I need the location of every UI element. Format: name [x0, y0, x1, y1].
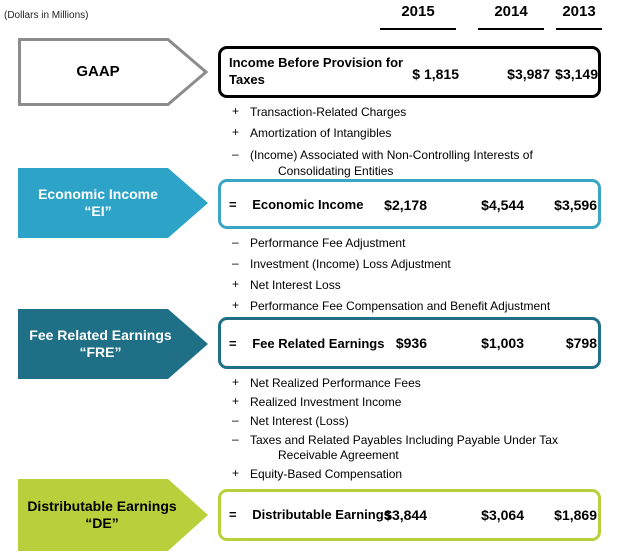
- arrow-label: Distributable Earnings “DE”: [18, 479, 186, 551]
- value-2013: $798: [565, 335, 597, 351]
- year-header-2015: 2015: [401, 3, 435, 20]
- value-2013: $3,596: [554, 197, 597, 213]
- arrow-fee-related-earnings: Fee Related Earnings “FRE”: [18, 309, 208, 379]
- adjustment-text: Transaction-Related Charges: [250, 105, 407, 119]
- arrow-polygon: [18, 168, 208, 238]
- arrow-polygon: [18, 309, 208, 379]
- year-header-2014: 2014: [494, 3, 528, 20]
- box-label-line-2: Taxes: [229, 71, 265, 87]
- adjustment-text-continued: Receivable Agreement: [278, 448, 399, 462]
- box-label-line-1: Income Before Provision for: [229, 55, 404, 70]
- arrow-shape: [18, 38, 208, 106]
- value-2014: $3,064: [481, 507, 524, 523]
- box-label-line-1: Fee Related Earnings: [252, 336, 385, 351]
- arrow-label: Economic Income “EI”: [18, 168, 178, 238]
- value-2013: $3,149: [555, 66, 598, 82]
- distributable-earnings-box: = Distributable Earnings $3,844 $3,064 $…: [218, 489, 601, 541]
- equals-sign: =: [229, 197, 237, 212]
- arrow-label-line-2: “EI”: [84, 203, 112, 219]
- box-label: = Distributable Earnings: [229, 507, 391, 524]
- adjustment-text: Net Realized Performance Fees: [250, 376, 421, 390]
- box-label-line-1: Distributable Earnings: [252, 507, 391, 522]
- arrow-economic-income: Economic Income “EI”: [18, 168, 208, 238]
- arrow-label: Fee Related Earnings “FRE”: [18, 309, 183, 379]
- arrow-distributable-earnings: Distributable Earnings “DE”: [18, 479, 208, 551]
- box-label: = Fee Related Earnings: [229, 336, 384, 353]
- fee-related-earnings-box: = Fee Related Earnings $936 $1,003 $798: [218, 317, 601, 369]
- equals-sign: =: [229, 336, 237, 351]
- adjustment-text: Performance Fee Compensation and Benefit…: [250, 299, 551, 313]
- value-2015: $3,844: [384, 507, 427, 523]
- adjustment-sign: +: [232, 394, 240, 408]
- units-note: (Dollars in Millions): [4, 10, 89, 21]
- year-underline: [556, 28, 602, 30]
- adjustment-text: Net Interest (Loss): [250, 414, 349, 428]
- box-label: Income Before Provision for Taxes: [229, 55, 403, 89]
- adjustment-sign: –: [232, 235, 239, 249]
- arrow-label-line-2: “DE”: [85, 515, 119, 531]
- equals-sign: =: [229, 507, 237, 522]
- adjustment-sign: +: [232, 298, 240, 312]
- value-2013: $1,869: [554, 507, 597, 523]
- arrow-shape: [18, 309, 208, 379]
- value-2014: $3,987: [507, 66, 550, 82]
- adjustment-sign: –: [232, 432, 239, 446]
- year-underline: [380, 28, 456, 30]
- adjustment-sign: –: [232, 256, 239, 270]
- gaap-box: Income Before Provision for Taxes $ 1,81…: [218, 46, 601, 98]
- arrow-label-line-1: GAAP: [76, 62, 120, 80]
- adjustment-sign: +: [232, 104, 240, 118]
- adjustment-text: (Income) Associated with Non-Controlling…: [250, 148, 533, 162]
- box-label: = Economic Income: [229, 197, 363, 214]
- adjustment-sign: +: [232, 375, 240, 389]
- adjustment-text: Taxes and Related Payables Including Pay…: [250, 433, 558, 447]
- adjustment-text: Investment (Income) Loss Adjustment: [250, 257, 451, 271]
- arrow-polygon: [18, 479, 208, 551]
- adjustment-text: Performance Fee Adjustment: [250, 236, 406, 250]
- adjustment-sign: +: [232, 125, 240, 139]
- value-2015: $936: [395, 335, 427, 351]
- arrow-label-line-1: Economic Income: [38, 185, 158, 202]
- adjustment-text-continued: Consolidating Entities: [278, 164, 394, 178]
- adjustment-text: Net Interest Loss: [250, 278, 341, 292]
- adjustment-text: Amortization of Intangibles: [250, 126, 392, 140]
- year-underline: [478, 28, 544, 30]
- box-label-line-1: Economic Income: [252, 197, 364, 212]
- arrow-shape: [18, 168, 208, 238]
- arrow-shape: [18, 479, 208, 551]
- value-2014: $4,544: [481, 197, 524, 213]
- arrow-polygon: [18, 38, 208, 106]
- arrow-gaap: GAAP: [18, 38, 208, 106]
- adjustment-sign: +: [232, 466, 240, 480]
- value-2015: $ 1,815: [412, 66, 459, 82]
- adjustment-sign: –: [232, 413, 239, 427]
- value-2015: $2,178: [384, 197, 427, 213]
- arrow-label: GAAP: [18, 38, 178, 106]
- adjustment-sign: +: [232, 277, 240, 291]
- arrow-label-line-2: “FRE”: [79, 344, 122, 360]
- adjustment-text: Equity-Based Compensation: [250, 467, 403, 481]
- arrow-label-line-1: Fee Related Earnings: [29, 326, 172, 343]
- adjustment-text: Realized Investment Income: [250, 395, 402, 409]
- economic-income-box: = Economic Income $2,178 $4,544 $3,596: [218, 179, 601, 229]
- adjustment-sign: –: [232, 147, 239, 161]
- year-header-2013: 2013: [562, 3, 596, 20]
- value-2014: $1,003: [481, 335, 524, 351]
- arrow-label-line-1: Distributable Earnings: [27, 497, 177, 514]
